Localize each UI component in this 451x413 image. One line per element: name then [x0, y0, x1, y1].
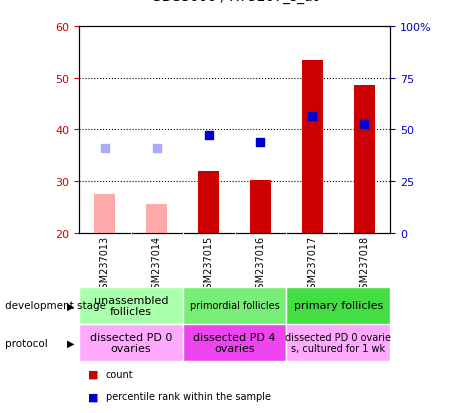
Bar — [302, 60, 322, 233]
Text: GSM237016: GSM237016 — [255, 235, 266, 294]
Bar — [286, 324, 390, 361]
Bar — [79, 287, 183, 324]
Text: dissected PD 4
ovaries: dissected PD 4 ovaries — [193, 332, 276, 354]
Text: ▶: ▶ — [67, 338, 74, 348]
Bar — [146, 205, 167, 233]
Bar — [79, 324, 183, 361]
Text: ■: ■ — [88, 392, 98, 401]
Text: count: count — [106, 369, 133, 379]
Bar — [183, 324, 286, 361]
Point — [205, 132, 212, 139]
Text: ▶: ▶ — [67, 301, 74, 311]
Text: protocol: protocol — [5, 338, 47, 348]
Bar — [183, 287, 286, 324]
Text: primordial follicles: primordial follicles — [189, 301, 280, 311]
Text: dissected PD 0
ovaries: dissected PD 0 ovaries — [90, 332, 172, 354]
Text: dissected PD 0 ovarie
s, cultured for 1 wk: dissected PD 0 ovarie s, cultured for 1 … — [285, 332, 391, 354]
Point — [101, 145, 108, 152]
Text: GSM237015: GSM237015 — [203, 235, 214, 294]
Text: GSM237017: GSM237017 — [307, 235, 318, 294]
Text: unassembled
follicles: unassembled follicles — [93, 295, 168, 316]
Text: ■: ■ — [88, 369, 98, 379]
Bar — [250, 180, 271, 233]
Text: GDS3006 / X75207_s_at: GDS3006 / X75207_s_at — [151, 0, 318, 4]
Bar — [198, 171, 219, 233]
Text: percentile rank within the sample: percentile rank within the sample — [106, 392, 271, 401]
Text: development stage: development stage — [5, 301, 106, 311]
Bar — [94, 195, 115, 233]
Point — [361, 121, 368, 128]
Point — [308, 114, 316, 121]
Text: GSM237013: GSM237013 — [100, 235, 110, 294]
Point — [153, 145, 160, 152]
Bar — [354, 86, 374, 233]
Text: primary follicles: primary follicles — [294, 301, 383, 311]
Bar — [286, 287, 390, 324]
Text: GSM237014: GSM237014 — [152, 235, 162, 294]
Point — [257, 140, 264, 146]
Text: GSM237018: GSM237018 — [359, 235, 369, 294]
